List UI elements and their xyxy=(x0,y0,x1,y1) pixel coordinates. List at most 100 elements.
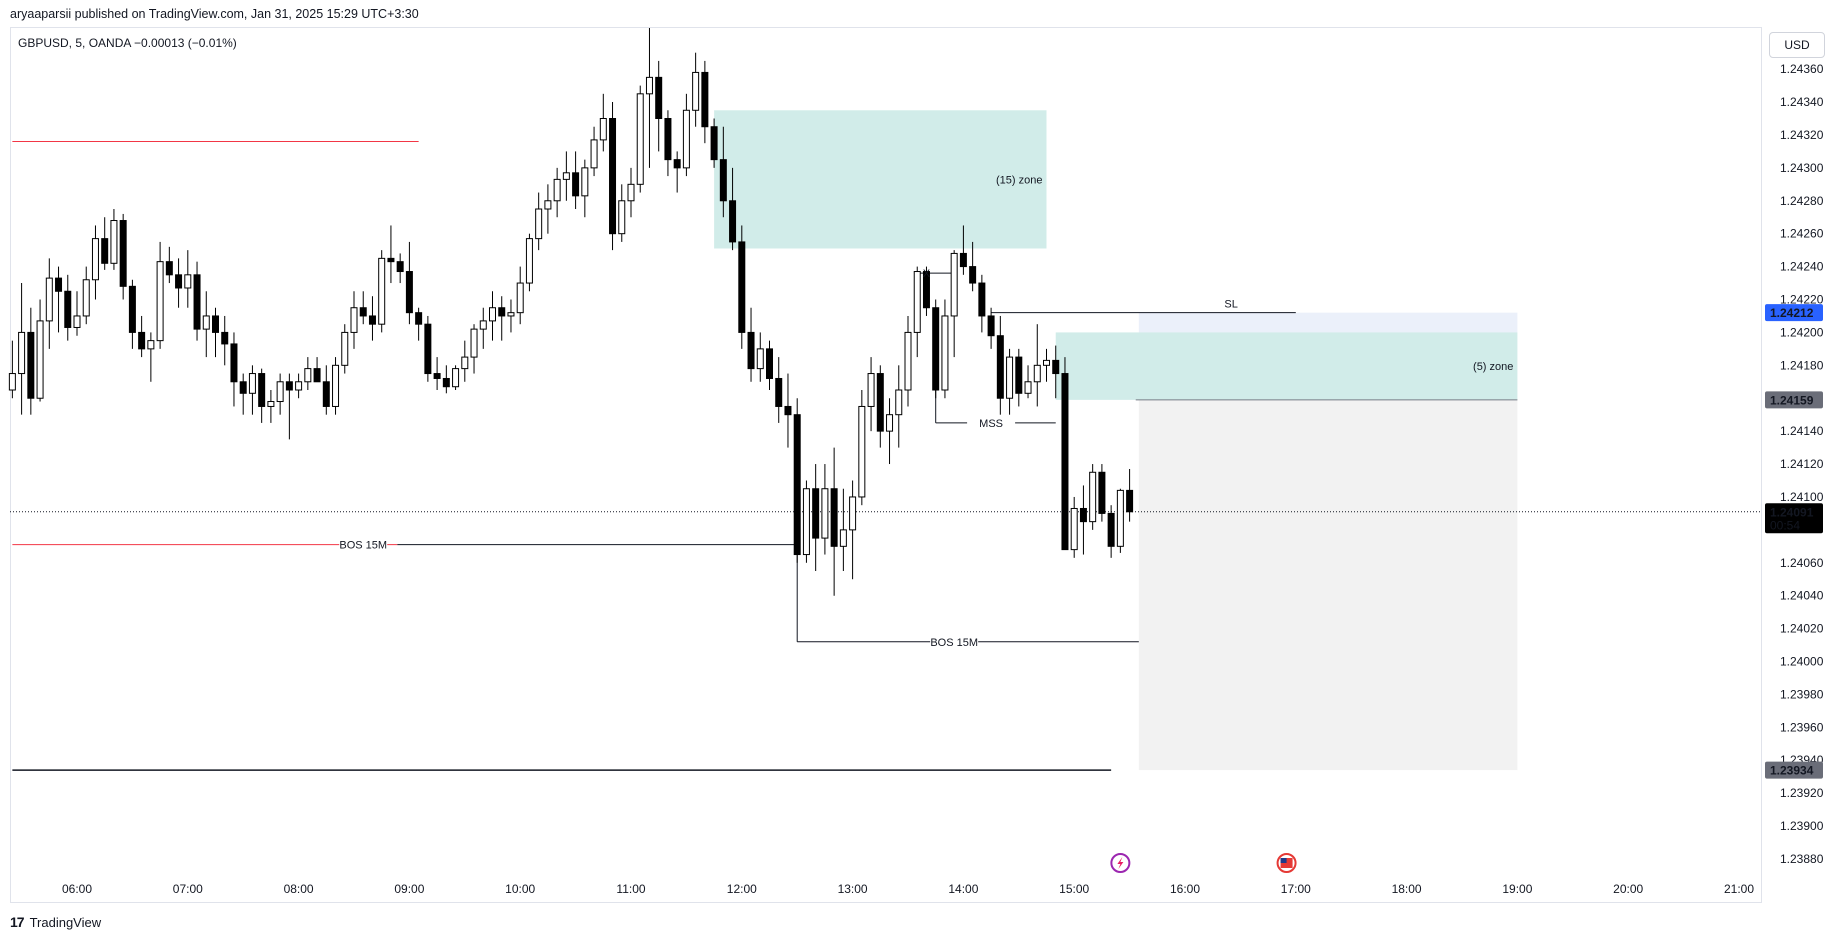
candle xyxy=(729,167,737,251)
candle xyxy=(581,159,589,218)
candle xyxy=(433,357,441,391)
candle xyxy=(793,398,801,563)
candle xyxy=(350,291,358,349)
tradingview-mark-icon: 17 xyxy=(10,914,25,930)
zone-15-label: (15) zone xyxy=(996,174,1042,186)
candle xyxy=(904,315,912,407)
candle-body xyxy=(581,167,589,197)
candle xyxy=(184,250,192,308)
candle-body xyxy=(941,315,949,391)
candle xyxy=(489,291,496,341)
mss-label: MSS xyxy=(979,418,1003,430)
candle xyxy=(1006,348,1014,415)
x-tick-label: 13:00 xyxy=(838,882,868,896)
candle xyxy=(562,151,570,201)
candle xyxy=(682,93,690,177)
candle-body xyxy=(673,159,681,169)
candle xyxy=(45,258,53,349)
candle-body xyxy=(645,76,653,95)
candle-body xyxy=(470,328,478,358)
candle-body xyxy=(590,139,598,169)
candle xyxy=(544,184,552,234)
candle xyxy=(18,283,26,415)
candle xyxy=(341,324,349,374)
candle-body xyxy=(230,343,238,383)
candle xyxy=(1043,348,1050,382)
candle xyxy=(442,365,450,394)
candle xyxy=(368,296,376,341)
sl-label: SL xyxy=(1224,299,1237,311)
candle-body xyxy=(82,279,90,317)
candles-layer xyxy=(8,28,1134,596)
candle-body xyxy=(452,368,460,388)
candle-body xyxy=(996,335,1004,399)
candle-body xyxy=(747,331,755,370)
candle-body xyxy=(64,290,72,328)
candle xyxy=(101,217,109,270)
candle-body xyxy=(267,401,275,407)
y-tick-label: 1.24280 xyxy=(1780,194,1824,208)
candle-body xyxy=(655,76,663,120)
candle xyxy=(396,253,404,284)
candle xyxy=(415,307,423,341)
candle xyxy=(479,307,487,349)
x-tick-label: 17:00 xyxy=(1281,882,1311,896)
x-tick-label: 19:00 xyxy=(1502,882,1532,896)
chart-frame xyxy=(10,27,1762,903)
event-icons xyxy=(1110,853,1297,873)
candle xyxy=(821,464,829,555)
x-tick-label: 07:00 xyxy=(173,882,203,896)
candle-body xyxy=(147,340,155,350)
candle-body xyxy=(489,307,496,322)
candle-body xyxy=(212,315,219,333)
candle xyxy=(378,250,386,333)
candle xyxy=(175,258,183,308)
bos-lower-label-bg xyxy=(930,636,979,649)
candle-body xyxy=(932,307,940,391)
candle-body xyxy=(387,257,395,263)
stop-area xyxy=(1138,312,1518,333)
candle-body xyxy=(36,320,44,399)
candle xyxy=(193,261,201,341)
candle-body xyxy=(987,315,995,337)
candle-body xyxy=(886,414,894,432)
currency-button[interactable]: USD xyxy=(1769,32,1825,58)
y-tick-label: 1.24200 xyxy=(1780,325,1824,339)
candle-body xyxy=(304,368,312,383)
y-tick-label: 1.24340 xyxy=(1780,95,1824,109)
candle-body xyxy=(258,373,266,407)
candle-body xyxy=(184,274,192,289)
candle xyxy=(165,246,173,284)
candle-body xyxy=(322,381,330,407)
candle-body xyxy=(766,348,773,379)
symbol-legend[interactable]: GBPUSD, 5, OANDA −0.00013 (−0.01%) xyxy=(18,36,237,50)
candle-body xyxy=(498,307,506,317)
candle xyxy=(784,373,792,448)
candle xyxy=(839,488,847,572)
candle xyxy=(922,266,930,316)
candle-body xyxy=(562,172,570,180)
candle xyxy=(267,390,275,423)
zone-15-box xyxy=(714,110,1047,249)
candle xyxy=(202,291,210,358)
candle-body xyxy=(609,118,617,235)
price-axis: 1.24360 1.24340 1.24320 1.24300 1.24280 1.242… xyxy=(1765,62,1824,866)
candle-body xyxy=(876,373,884,432)
candle xyxy=(156,241,164,349)
candle xyxy=(498,296,506,341)
candle xyxy=(128,279,136,349)
price-badge-text: 1.24212 xyxy=(1770,306,1814,320)
candle-body xyxy=(922,271,930,309)
tradingview-logo[interactable]: 17 TradingView xyxy=(10,914,101,930)
candle-body xyxy=(165,261,173,276)
y-tick-label: 1.24060 xyxy=(1780,556,1824,570)
candle-body xyxy=(821,488,829,539)
bos-upper-label: BOS 15M xyxy=(339,540,387,552)
labels-layer: (15) zone (5) zone SL MSS X BOS 15M BOS 15M xyxy=(339,174,1513,649)
candle-body xyxy=(913,271,921,333)
candle-body xyxy=(950,252,958,317)
candle xyxy=(664,110,672,177)
candle xyxy=(978,274,986,333)
candle xyxy=(886,398,894,465)
